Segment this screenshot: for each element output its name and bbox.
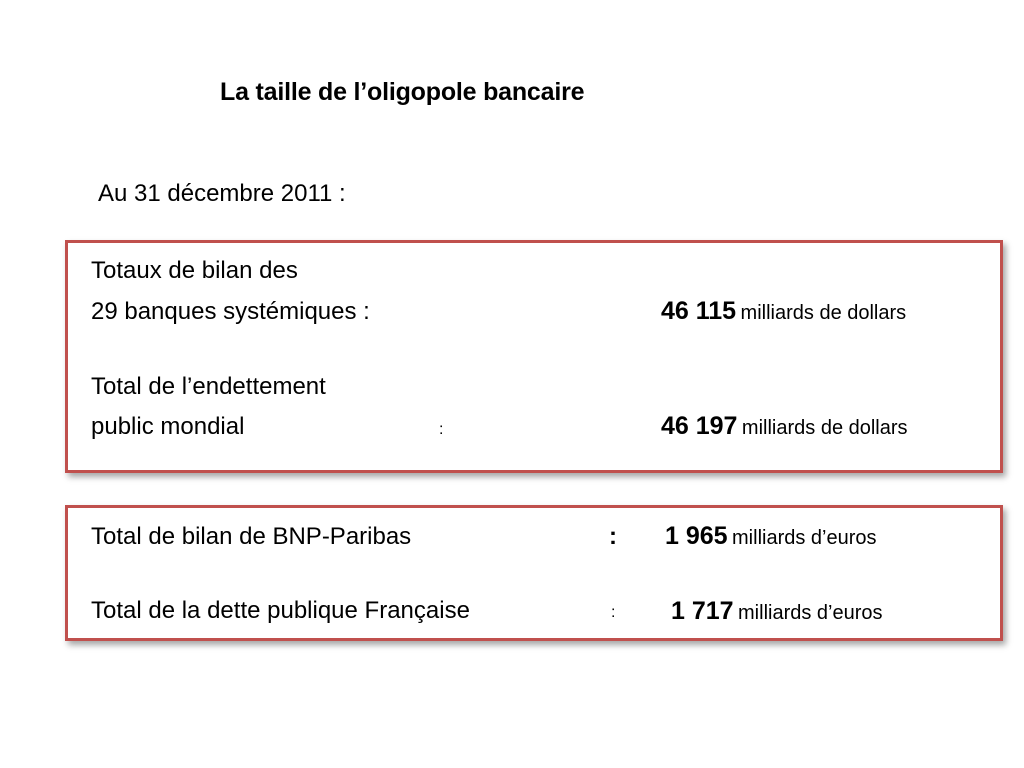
box-global-comparison	[65, 240, 1003, 473]
bnp-total-number: 1 965	[665, 522, 728, 550]
banks-total-value: 46 115 milliards de dollars	[661, 299, 906, 324]
public-debt-label-line1: Total de l’endettement	[91, 373, 326, 400]
box-france-comparison	[65, 505, 1003, 641]
public-debt-number: 46 197	[661, 412, 738, 440]
france-debt-label: Total de la dette publique Française	[91, 597, 470, 624]
france-debt-number: 1 717	[671, 597, 734, 625]
banks-total-label-line2: 29 banques systémiques :	[91, 298, 370, 325]
bnp-total-value: 1 965 milliards d’euros	[665, 524, 877, 549]
france-debt-colon: :	[611, 604, 616, 621]
france-debt-unit: milliards d’euros	[738, 602, 883, 624]
bnp-total-unit: milliards d’euros	[732, 527, 877, 549]
public-debt-colon: :	[439, 421, 444, 438]
slide-title: La taille de l’oligopole bancaire	[220, 78, 585, 106]
public-debt-value: 46 197 milliards de dollars	[661, 414, 908, 439]
bnp-total-label: Total de bilan de BNP-Paribas	[91, 523, 412, 550]
bnp-total-colon: :	[609, 523, 617, 550]
public-debt-label-line2: public mondial	[91, 413, 245, 440]
banks-total-label-line1: Totaux de bilan des	[91, 257, 298, 284]
public-debt-unit: milliards de dollars	[741, 417, 908, 439]
banks-total-number: 46 115	[661, 297, 737, 325]
date-line: Au 31 décembre 2011 :	[98, 180, 346, 207]
france-debt-value: 1 717 milliards d’euros	[671, 599, 883, 624]
banks-total-unit: milliards de dollars	[740, 302, 907, 324]
